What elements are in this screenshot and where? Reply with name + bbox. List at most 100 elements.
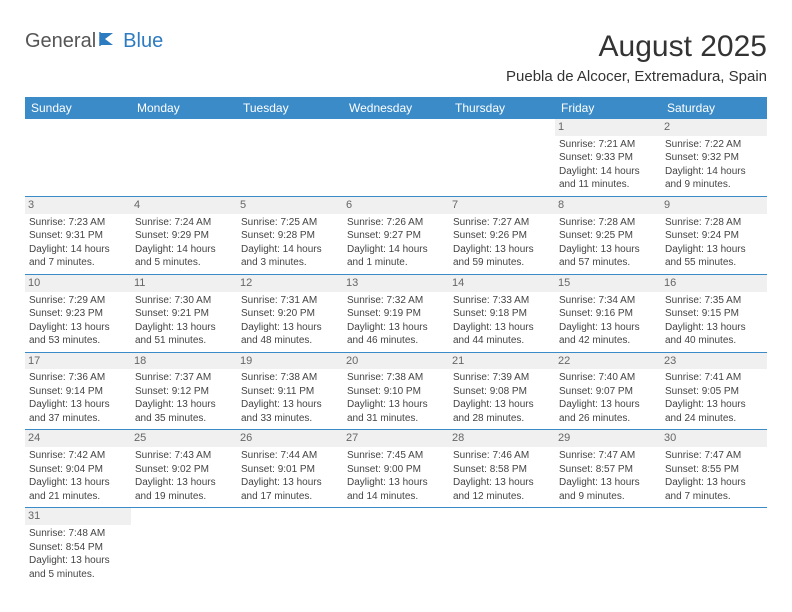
calendar-week-row: 3 Sunrise: 7:23 AMSunset: 9:31 PMDaylight…	[25, 196, 767, 274]
day-info: Sunrise: 7:22 AMSunset: 9:32 PMDaylight:…	[665, 138, 763, 192]
day-number: 9	[661, 197, 767, 214]
day-number: 21	[449, 353, 555, 370]
calendar-empty-cell	[555, 508, 661, 585]
calendar-day-cell: 4 Sunrise: 7:24 AMSunset: 9:29 PMDaylight…	[131, 196, 237, 274]
day-number: 14	[449, 275, 555, 292]
column-header: Thursday	[449, 97, 555, 119]
day-number: 3	[25, 197, 131, 214]
calendar-day-cell: 9 Sunrise: 7:28 AMSunset: 9:24 PMDaylight…	[661, 196, 767, 274]
logo: General Blue	[25, 30, 163, 53]
day-info: Sunrise: 7:47 AMSunset: 8:57 PMDaylight:…	[559, 449, 657, 503]
calendar-empty-cell	[237, 119, 343, 196]
day-number: 25	[131, 430, 237, 447]
calendar-week-row: 10 Sunrise: 7:29 AMSunset: 9:23 PMDayligh…	[25, 274, 767, 352]
day-info: Sunrise: 7:23 AMSunset: 9:31 PMDaylight:…	[29, 216, 127, 270]
calendar-week-row: 1 Sunrise: 7:21 AMSunset: 9:33 PMDaylight…	[25, 119, 767, 196]
day-info: Sunrise: 7:44 AMSunset: 9:01 PMDaylight:…	[241, 449, 339, 503]
day-info: Sunrise: 7:28 AMSunset: 9:24 PMDaylight:…	[665, 216, 763, 270]
calendar-day-cell: 21Sunrise: 7:39 AMSunset: 9:08 PMDayligh…	[449, 352, 555, 430]
day-info: Sunrise: 7:35 AMSunset: 9:15 PMDaylight:…	[665, 294, 763, 348]
day-info: Sunrise: 7:33 AMSunset: 9:18 PMDaylight:…	[453, 294, 551, 348]
day-number: 2	[661, 119, 767, 136]
calendar-day-cell: 28Sunrise: 7:46 AMSunset: 8:58 PMDayligh…	[449, 430, 555, 508]
logo-text-blue: Blue	[123, 30, 163, 53]
day-info: Sunrise: 7:34 AMSunset: 9:16 PMDaylight:…	[559, 294, 657, 348]
day-number: 26	[237, 430, 343, 447]
day-info: Sunrise: 7:47 AMSunset: 8:55 PMDaylight:…	[665, 449, 763, 503]
day-number: 5	[237, 197, 343, 214]
calendar-empty-cell	[237, 508, 343, 585]
day-info: Sunrise: 7:40 AMSunset: 9:07 PMDaylight:…	[559, 371, 657, 425]
calendar-table: SundayMondayTuesdayWednesdayThursdayFrid…	[25, 97, 767, 585]
calendar-day-cell: 3 Sunrise: 7:23 AMSunset: 9:31 PMDaylight…	[25, 196, 131, 274]
column-header: Saturday	[661, 97, 767, 119]
day-info: Sunrise: 7:29 AMSunset: 9:23 PMDaylight:…	[29, 294, 127, 348]
calendar-day-cell: 24Sunrise: 7:42 AMSunset: 9:04 PMDayligh…	[25, 430, 131, 508]
day-number: 6	[343, 197, 449, 214]
day-info: Sunrise: 7:27 AMSunset: 9:26 PMDaylight:…	[453, 216, 551, 270]
day-number: 29	[555, 430, 661, 447]
day-number: 10	[25, 275, 131, 292]
day-number: 8	[555, 197, 661, 214]
day-number: 23	[661, 353, 767, 370]
logo-flag-icon	[99, 31, 121, 52]
day-info: Sunrise: 7:31 AMSunset: 9:20 PMDaylight:…	[241, 294, 339, 348]
day-info: Sunrise: 7:25 AMSunset: 9:28 PMDaylight:…	[241, 216, 339, 270]
calendar-week-row: 31 Sunrise: 7:48 AMSunset: 8:54 PMDayligh…	[25, 508, 767, 585]
calendar-day-cell: 22Sunrise: 7:40 AMSunset: 9:07 PMDayligh…	[555, 352, 661, 430]
calendar-day-cell: 13Sunrise: 7:32 AMSunset: 9:19 PMDayligh…	[343, 274, 449, 352]
calendar-day-cell: 10 Sunrise: 7:29 AMSunset: 9:23 PMDayligh…	[25, 274, 131, 352]
day-number: 13	[343, 275, 449, 292]
calendar-day-cell: 8 Sunrise: 7:28 AMSunset: 9:25 PMDaylight…	[555, 196, 661, 274]
day-number: 1	[555, 119, 661, 136]
calendar-day-cell: 31 Sunrise: 7:48 AMSunset: 8:54 PMDayligh…	[25, 508, 131, 585]
header: General Blue August 2025 Puebla de Alcoc…	[25, 30, 767, 85]
day-info: Sunrise: 7:26 AMSunset: 9:27 PMDaylight:…	[347, 216, 445, 270]
calendar-day-cell: 1 Sunrise: 7:21 AMSunset: 9:33 PMDaylight…	[555, 119, 661, 196]
column-header: Friday	[555, 97, 661, 119]
day-number: 11	[131, 275, 237, 292]
calendar-day-cell: 19Sunrise: 7:38 AMSunset: 9:11 PMDayligh…	[237, 352, 343, 430]
calendar-day-cell: 14 Sunrise: 7:33 AMSunset: 9:18 PMDayligh…	[449, 274, 555, 352]
column-header: Tuesday	[237, 97, 343, 119]
day-number: 19	[237, 353, 343, 370]
day-info: Sunrise: 7:21 AMSunset: 9:33 PMDaylight:…	[559, 138, 657, 192]
day-info: Sunrise: 7:36 AMSunset: 9:14 PMDaylight:…	[29, 371, 127, 425]
logo-text-general: General	[25, 30, 96, 53]
calendar-week-row: 24Sunrise: 7:42 AMSunset: 9:04 PMDayligh…	[25, 430, 767, 508]
day-info: Sunrise: 7:28 AMSunset: 9:25 PMDaylight:…	[559, 216, 657, 270]
location: Puebla de Alcocer, Extremadura, Spain	[506, 68, 767, 85]
calendar-day-cell: 15Sunrise: 7:34 AMSunset: 9:16 PMDayligh…	[555, 274, 661, 352]
calendar-day-cell: 26 Sunrise: 7:44 AMSunset: 9:01 PMDayligh…	[237, 430, 343, 508]
calendar-empty-cell	[449, 119, 555, 196]
calendar-empty-cell	[131, 119, 237, 196]
day-number: 12	[237, 275, 343, 292]
day-number: 31	[25, 508, 131, 525]
day-number: 24	[25, 430, 131, 447]
day-info: Sunrise: 7:24 AMSunset: 9:29 PMDaylight:…	[135, 216, 233, 270]
day-number: 4	[131, 197, 237, 214]
day-number: 17	[25, 353, 131, 370]
day-info: Sunrise: 7:38 AMSunset: 9:11 PMDaylight:…	[241, 371, 339, 425]
day-info: Sunrise: 7:45 AMSunset: 9:00 PMDaylight:…	[347, 449, 445, 503]
day-info: Sunrise: 7:48 AMSunset: 8:54 PMDaylight:…	[29, 527, 127, 581]
column-header: Sunday	[25, 97, 131, 119]
calendar-empty-cell	[131, 508, 237, 585]
day-info: Sunrise: 7:37 AMSunset: 9:12 PMDaylight:…	[135, 371, 233, 425]
column-header: Monday	[131, 97, 237, 119]
calendar-body: 1 Sunrise: 7:21 AMSunset: 9:33 PMDaylight…	[25, 119, 767, 585]
day-number: 16	[661, 275, 767, 292]
calendar-empty-cell	[343, 508, 449, 585]
calendar-day-cell: 20Sunrise: 7:38 AMSunset: 9:10 PMDayligh…	[343, 352, 449, 430]
calendar-day-cell: 25Sunrise: 7:43 AMSunset: 9:02 PMDayligh…	[131, 430, 237, 508]
calendar-day-cell: 30Sunrise: 7:47 AMSunset: 8:55 PMDayligh…	[661, 430, 767, 508]
calendar-day-cell: 12 Sunrise: 7:31 AMSunset: 9:20 PMDayligh…	[237, 274, 343, 352]
calendar-empty-cell	[449, 508, 555, 585]
calendar-day-cell: 18Sunrise: 7:37 AMSunset: 9:12 PMDayligh…	[131, 352, 237, 430]
calendar-day-cell: 29 Sunrise: 7:47 AMSunset: 8:57 PMDayligh…	[555, 430, 661, 508]
calendar-day-cell: 11Sunrise: 7:30 AMSunset: 9:21 PMDayligh…	[131, 274, 237, 352]
calendar-day-cell: 17Sunrise: 7:36 AMSunset: 9:14 PMDayligh…	[25, 352, 131, 430]
title-block: August 2025 Puebla de Alcocer, Extremadu…	[506, 30, 767, 85]
calendar-day-cell: 5 Sunrise: 7:25 AMSunset: 9:28 PMDaylight…	[237, 196, 343, 274]
day-info: Sunrise: 7:46 AMSunset: 8:58 PMDaylight:…	[453, 449, 551, 503]
